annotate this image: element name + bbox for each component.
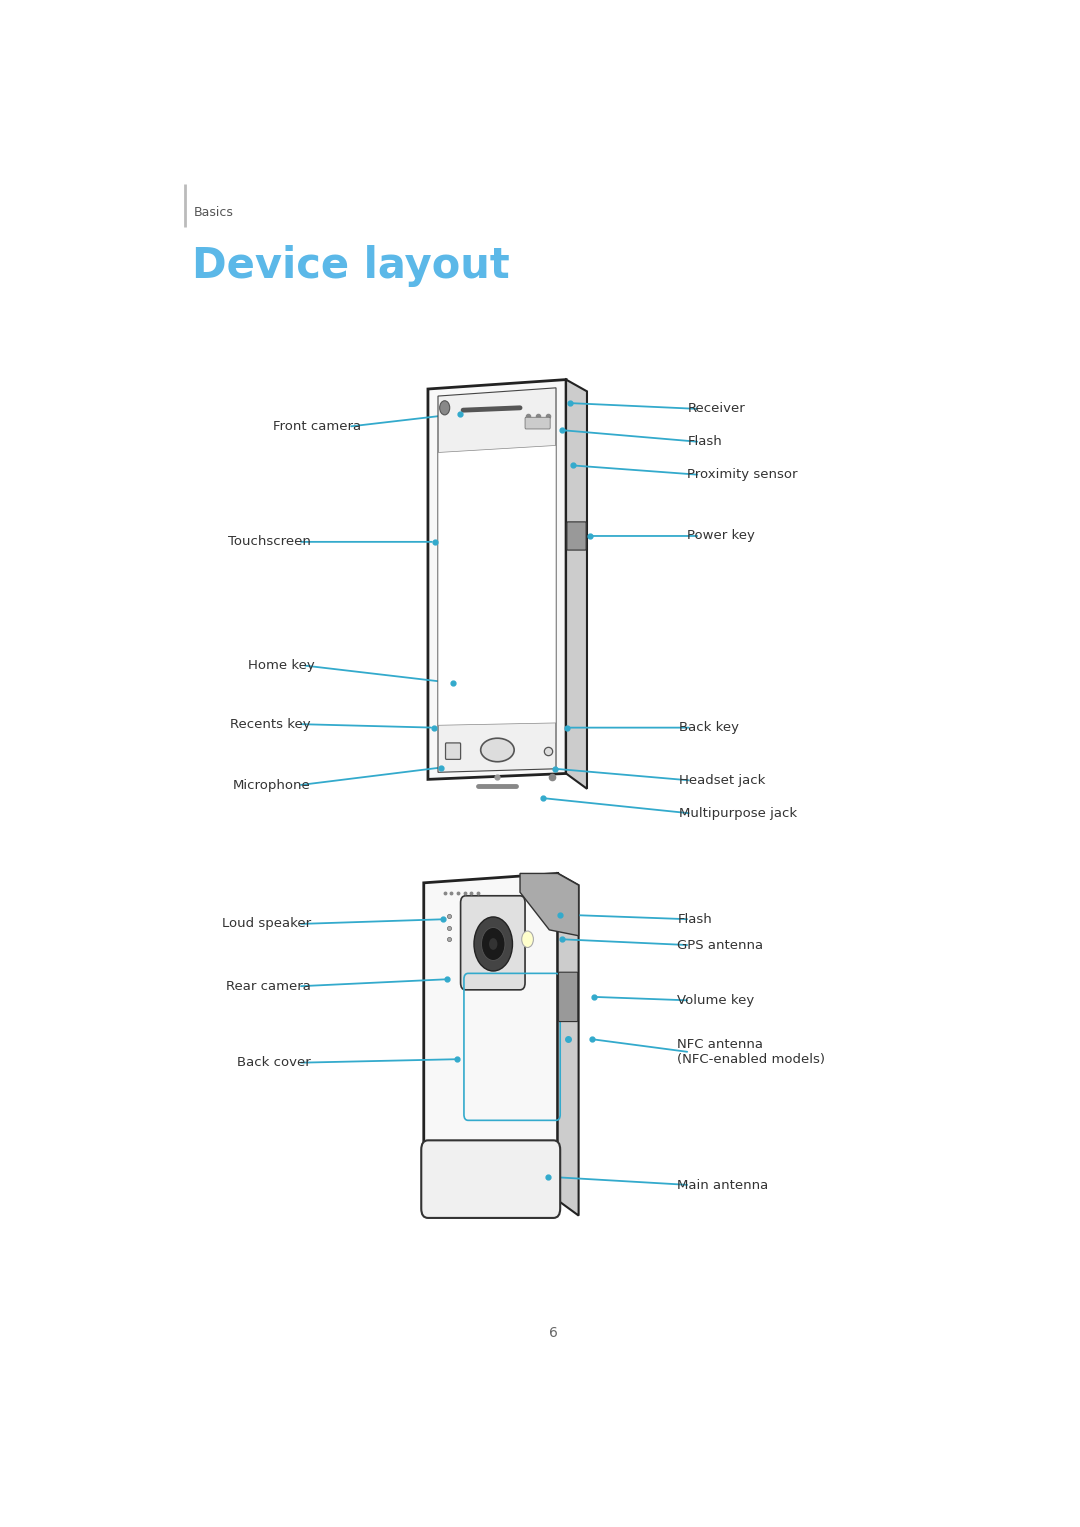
Circle shape: [474, 916, 513, 971]
Text: Rear camera: Rear camera: [226, 980, 311, 993]
Text: Flash: Flash: [688, 435, 723, 449]
Text: Loud speaker: Loud speaker: [221, 918, 311, 930]
Polygon shape: [438, 388, 556, 773]
FancyBboxPatch shape: [558, 973, 578, 1022]
FancyBboxPatch shape: [421, 1141, 561, 1219]
Text: Receiver: Receiver: [688, 403, 745, 415]
Text: NFC antenna
(NFC-enabled models): NFC antenna (NFC-enabled models): [677, 1038, 825, 1066]
Text: Headset jack: Headset jack: [679, 774, 766, 786]
Text: Recents key: Recents key: [230, 718, 311, 730]
FancyBboxPatch shape: [567, 522, 586, 550]
Text: 6: 6: [549, 1325, 558, 1341]
Polygon shape: [428, 380, 566, 779]
Text: Home key: Home key: [248, 658, 315, 672]
Text: Basics: Basics: [193, 206, 233, 220]
Text: Power key: Power key: [688, 530, 755, 542]
Ellipse shape: [481, 738, 514, 762]
Polygon shape: [423, 873, 557, 1206]
Text: Flash: Flash: [677, 913, 712, 925]
FancyBboxPatch shape: [460, 896, 525, 989]
Text: Main antenna: Main antenna: [677, 1179, 769, 1191]
Text: Device layout: Device layout: [192, 244, 510, 287]
Text: Back key: Back key: [679, 721, 739, 734]
Text: Multipurpose jack: Multipurpose jack: [679, 806, 797, 820]
Circle shape: [440, 400, 449, 415]
Text: Proximity sensor: Proximity sensor: [688, 469, 798, 481]
Polygon shape: [521, 873, 579, 936]
Text: Volume key: Volume key: [677, 994, 755, 1006]
Polygon shape: [438, 446, 556, 725]
Polygon shape: [557, 873, 579, 1215]
FancyBboxPatch shape: [446, 744, 460, 759]
Circle shape: [482, 927, 505, 960]
Circle shape: [522, 931, 534, 947]
Text: Front camera: Front camera: [273, 420, 361, 434]
Circle shape: [489, 938, 498, 950]
Text: Touchscreen: Touchscreen: [228, 536, 311, 548]
Text: GPS antenna: GPS antenna: [677, 939, 764, 951]
Text: Back cover: Back cover: [237, 1057, 311, 1069]
FancyBboxPatch shape: [525, 417, 550, 429]
Polygon shape: [566, 380, 588, 789]
Text: Microphone: Microphone: [233, 779, 311, 791]
